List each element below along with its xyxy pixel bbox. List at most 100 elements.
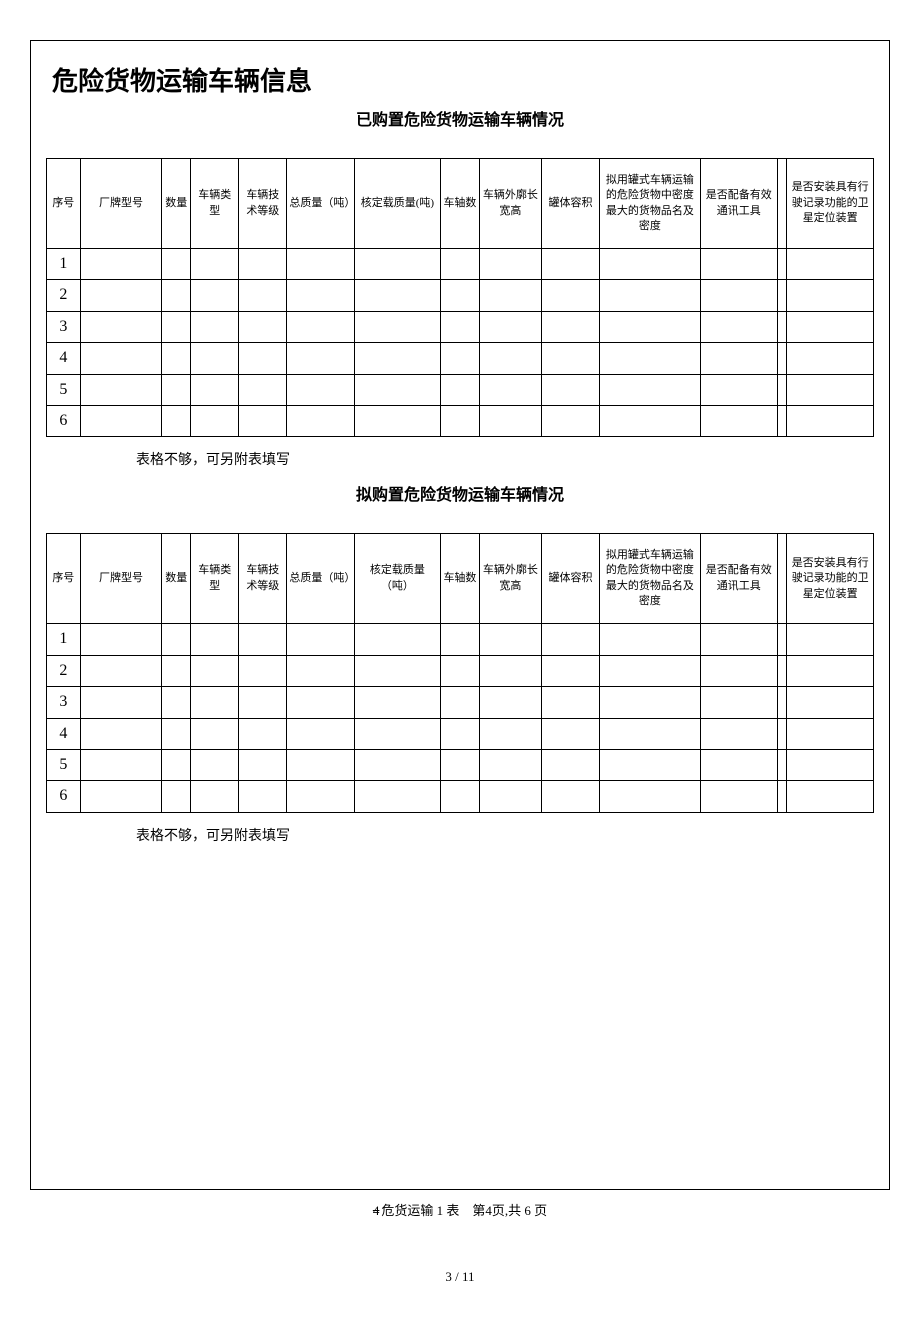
cell (479, 249, 542, 280)
cell (479, 374, 542, 405)
cell (354, 280, 441, 311)
cell (287, 781, 354, 812)
cell (542, 749, 600, 780)
cell (787, 343, 874, 374)
table-row: 3 (47, 311, 874, 342)
th-dims: 车辆外廓长宽高 (479, 534, 542, 624)
cell (287, 624, 354, 655)
table-body-2: 123456 (47, 624, 874, 812)
cell (162, 655, 191, 686)
th-rated-mass: 核定载质量（吨） (354, 534, 441, 624)
cell (239, 249, 287, 280)
cell (599, 249, 700, 280)
cell (191, 249, 239, 280)
cell (542, 687, 600, 718)
cell (80, 374, 162, 405)
cell (191, 687, 239, 718)
table-header-row: 序号 厂牌型号 数量 车辆类型 车辆技术等级 总质量（吨） 核定载质量(吨) 车… (47, 159, 874, 249)
footer-text: 危货运输 1 表 第4页,共 6 页 (381, 1203, 547, 1218)
row-number: 3 (47, 687, 81, 718)
cell (191, 280, 239, 311)
cell (479, 687, 542, 718)
row-number: 6 (47, 781, 81, 812)
cell (354, 655, 441, 686)
cell (777, 749, 787, 780)
th-dims: 车辆外廓长宽高 (479, 159, 542, 249)
cell (479, 405, 542, 436)
cell (787, 655, 874, 686)
cell (441, 624, 479, 655)
cell (787, 687, 874, 718)
cell (542, 249, 600, 280)
cell (287, 311, 354, 342)
cell (239, 655, 287, 686)
cell (599, 311, 700, 342)
th-blank (777, 534, 787, 624)
table-row: 6 (47, 781, 874, 812)
cell (287, 249, 354, 280)
cell (441, 749, 479, 780)
cell (162, 280, 191, 311)
cell (700, 718, 777, 749)
cell (162, 374, 191, 405)
cell (777, 687, 787, 718)
cell (239, 749, 287, 780)
cell (542, 624, 600, 655)
section1-title: 已购置危险货物运输车辆情况 (46, 106, 874, 130)
cell (239, 343, 287, 374)
cell (441, 311, 479, 342)
cell (162, 781, 191, 812)
cell (80, 343, 162, 374)
table-row: 6 (47, 405, 874, 436)
cell (700, 343, 777, 374)
th-comm: 是否配备有效通讯工具 (700, 534, 777, 624)
cell (354, 343, 441, 374)
cell (787, 374, 874, 405)
cell (191, 718, 239, 749)
cell (700, 249, 777, 280)
th-type: 车辆类型 (191, 534, 239, 624)
th-model: 厂牌型号 (80, 159, 162, 249)
cell (354, 624, 441, 655)
cell (287, 718, 354, 749)
cell (599, 749, 700, 780)
cell (700, 781, 777, 812)
cell (354, 718, 441, 749)
page-number: 3 / 11 (30, 1269, 890, 1285)
cell (542, 655, 600, 686)
table-row: 5 (47, 749, 874, 780)
cell (80, 749, 162, 780)
th-density: 拟用罐式车辆运输的危险货物中密度最大的货物品名及密度 (599, 534, 700, 624)
cell (287, 343, 354, 374)
row-number: 6 (47, 405, 81, 436)
cell (162, 718, 191, 749)
cell (777, 781, 787, 812)
section2-note: 表格不够，可另附表填写 (136, 825, 874, 845)
cell (542, 343, 600, 374)
table-row: 1 (47, 249, 874, 280)
cell (441, 249, 479, 280)
cell (599, 718, 700, 749)
row-number: 2 (47, 280, 81, 311)
th-axle: 车轴数 (441, 159, 479, 249)
cell (80, 249, 162, 280)
table-planned: 序号 厂牌型号 数量 车辆类型 车辆技术等级 总质量（吨） 核定载质量（吨） 车… (46, 533, 874, 812)
cell (162, 249, 191, 280)
cell (777, 655, 787, 686)
th-gps: 是否安装具有行驶记录功能的卫星定位装置 (787, 159, 874, 249)
cell (80, 311, 162, 342)
cell (191, 624, 239, 655)
cell (441, 718, 479, 749)
th-gps: 是否安装具有行驶记录功能的卫星定位装置 (787, 534, 874, 624)
cell (777, 405, 787, 436)
cell (354, 781, 441, 812)
th-total-mass: 总质量（吨） (287, 534, 354, 624)
cell (777, 311, 787, 342)
cell (479, 781, 542, 812)
cell (354, 405, 441, 436)
cell (599, 781, 700, 812)
cell (479, 311, 542, 342)
cell (191, 405, 239, 436)
cell (354, 687, 441, 718)
cell (700, 405, 777, 436)
